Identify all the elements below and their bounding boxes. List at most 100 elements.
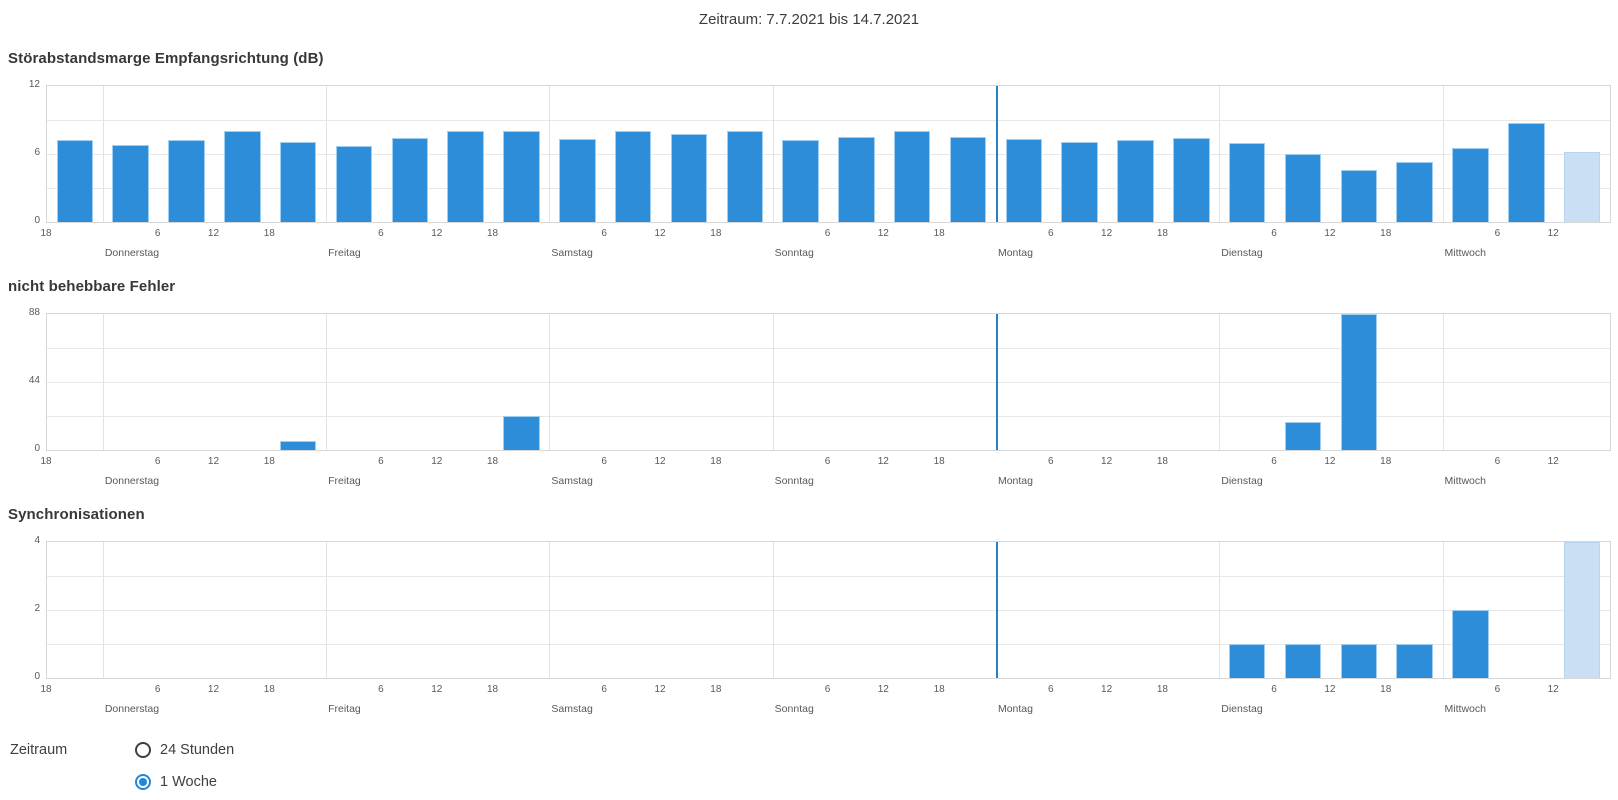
x-tick-label: 6 bbox=[378, 456, 384, 467]
x-tick-label: 6 bbox=[378, 228, 384, 239]
gridline-day-boundary bbox=[326, 86, 328, 222]
day-label: Sonntag bbox=[774, 247, 814, 259]
bar bbox=[782, 140, 819, 222]
radio-label-1-woche[interactable]: 1 Woche bbox=[160, 774, 217, 790]
gridline-day-boundary bbox=[1219, 542, 1221, 678]
gridline-horizontal bbox=[47, 120, 1610, 121]
day-label: Montag bbox=[997, 247, 1033, 259]
x-tick-label: 18 bbox=[933, 228, 945, 239]
gridline-horizontal bbox=[47, 348, 1610, 349]
x-tick-label: 12 bbox=[654, 456, 666, 467]
gridline-day-boundary bbox=[102, 314, 104, 450]
x-tick-label: 18 bbox=[40, 228, 52, 239]
chart-title-uncorrectable-errors: nicht behebbare Fehler bbox=[8, 278, 176, 295]
day-label: Montag bbox=[997, 703, 1033, 715]
bar bbox=[335, 146, 373, 222]
x-tick-label: 12 bbox=[1324, 456, 1336, 467]
bar bbox=[224, 131, 261, 222]
gridline-horizontal bbox=[47, 576, 1610, 577]
x-tick-label: 18 bbox=[1156, 684, 1168, 695]
sync-marker-line bbox=[995, 314, 998, 450]
bar bbox=[1452, 148, 1489, 222]
bar bbox=[112, 144, 149, 222]
sync-marker-line bbox=[995, 86, 998, 222]
x-tick-label: 6 bbox=[154, 456, 161, 467]
bar-current-interval bbox=[1563, 151, 1601, 222]
day-label: Dienstag bbox=[1221, 247, 1263, 259]
day-label: Donnerstag bbox=[104, 247, 160, 259]
day-label: Freitag bbox=[328, 475, 361, 487]
day-label: Samstag bbox=[551, 703, 593, 715]
x-tick-label: 12 bbox=[431, 228, 443, 239]
y-tick-label: 44 bbox=[28, 375, 40, 386]
x-tick-label: 12 bbox=[1324, 228, 1336, 239]
gridline-day-boundary bbox=[772, 542, 774, 678]
bar bbox=[447, 131, 484, 222]
x-tick-label: 6 bbox=[1494, 228, 1501, 239]
day-label: Mittwoch bbox=[1444, 703, 1486, 715]
bar bbox=[1284, 422, 1322, 450]
chart-title-snr-margin: Störabstandsmarge Empfangsrichtung (dB) bbox=[8, 50, 324, 67]
y-tick-label: 0 bbox=[34, 443, 40, 454]
bar bbox=[56, 140, 94, 222]
x-tick-label: 6 bbox=[154, 228, 161, 239]
y-tick-label: 4 bbox=[34, 535, 40, 546]
bar bbox=[1396, 644, 1433, 678]
gridline-day-boundary bbox=[326, 314, 328, 450]
bar bbox=[1228, 142, 1266, 222]
day-label: Montag bbox=[997, 475, 1033, 487]
x-tick-label: 18 bbox=[263, 228, 275, 239]
gridline-day-boundary bbox=[102, 86, 104, 222]
bar bbox=[1228, 644, 1266, 678]
gridline-horizontal bbox=[47, 644, 1610, 645]
bar bbox=[1284, 644, 1322, 678]
bar bbox=[1173, 138, 1210, 222]
gridline-day-boundary bbox=[1219, 314, 1221, 450]
x-tick-label: 18 bbox=[933, 456, 945, 467]
y-tick-label: 0 bbox=[34, 671, 40, 682]
x-tick-label: 18 bbox=[487, 684, 499, 695]
x-tick-label: 6 bbox=[1494, 456, 1501, 467]
bar bbox=[1117, 140, 1154, 222]
gridline-day-boundary bbox=[326, 542, 328, 678]
y-tick-label: 88 bbox=[28, 307, 40, 318]
x-tick-label: 6 bbox=[601, 684, 607, 695]
gridline-horizontal bbox=[47, 416, 1610, 417]
x-tick-label: 6 bbox=[1271, 228, 1277, 239]
day-label: Samstag bbox=[551, 247, 593, 259]
x-tick-label: 12 bbox=[877, 228, 889, 239]
radio-button-24-stunden-icon[interactable] bbox=[135, 742, 151, 758]
bar bbox=[1508, 123, 1545, 222]
gridline-horizontal bbox=[47, 382, 1610, 383]
x-tick-label: 6 bbox=[1048, 228, 1054, 239]
x-tick-label: 6 bbox=[1271, 684, 1277, 695]
gridline-horizontal bbox=[47, 610, 1610, 611]
chart-plot-uncorrectable-errors bbox=[46, 313, 1611, 451]
day-label: Donnerstag bbox=[104, 703, 160, 715]
bar bbox=[1396, 161, 1433, 222]
y-tick-label: 6 bbox=[34, 147, 40, 158]
radio-button-1-woche-icon[interactable] bbox=[135, 774, 151, 790]
gridline-day-boundary bbox=[1442, 86, 1444, 222]
x-tick-label: 18 bbox=[1380, 228, 1392, 239]
gridline-day-boundary bbox=[772, 86, 774, 222]
chart-plot-snr-margin bbox=[46, 85, 1611, 223]
x-tick-label: 12 bbox=[1324, 684, 1336, 695]
x-tick-label: 12 bbox=[431, 684, 443, 695]
x-tick-label: 6 bbox=[824, 228, 831, 239]
x-tick-label: 6 bbox=[378, 684, 384, 695]
x-tick-label: 6 bbox=[824, 684, 831, 695]
x-tick-label: 18 bbox=[1380, 684, 1392, 695]
y-tick-label: 12 bbox=[28, 79, 40, 90]
day-label: Mittwoch bbox=[1444, 247, 1486, 259]
x-tick-label: 6 bbox=[1048, 684, 1054, 695]
radio-label-24-stunden[interactable]: 24 Stunden bbox=[160, 742, 235, 758]
bar bbox=[559, 139, 596, 222]
x-tick-label: 18 bbox=[1156, 456, 1168, 467]
x-tick-label: 18 bbox=[933, 684, 945, 695]
day-label: Sonntag bbox=[774, 703, 814, 715]
chart-title-synchronisations: Synchronisationen bbox=[8, 506, 145, 523]
x-tick-label: 18 bbox=[1156, 228, 1168, 239]
x-tick-label: 12 bbox=[207, 456, 220, 467]
bar bbox=[1340, 314, 1378, 450]
